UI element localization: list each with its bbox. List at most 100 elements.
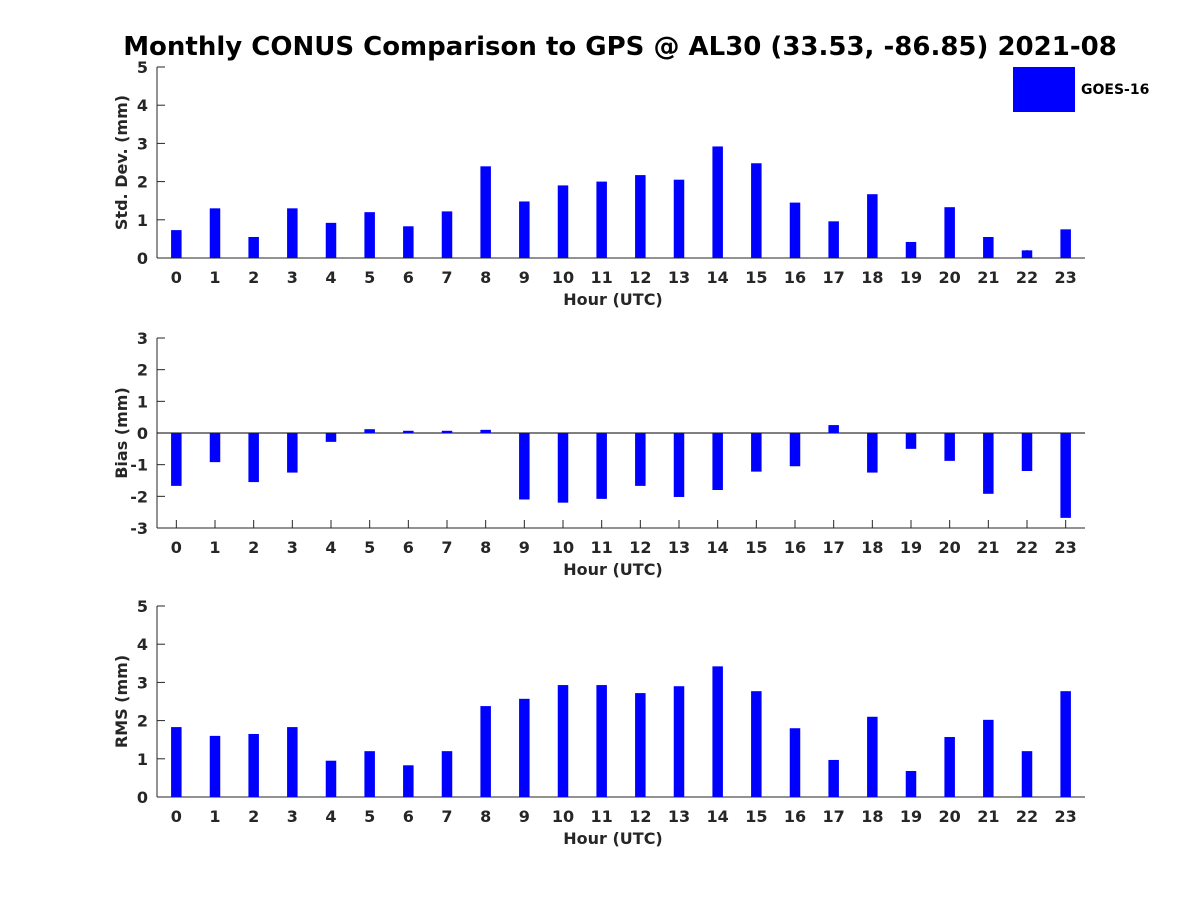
x-tick-label: 18	[861, 268, 883, 287]
y-tick-label: -2	[130, 487, 148, 506]
x-tick-label: 20	[939, 807, 961, 826]
y-axis-label: Std. Dev. (mm)	[112, 95, 131, 230]
y-tick-label: 5	[137, 58, 148, 77]
x-axis-label: Hour (UTC)	[563, 829, 663, 848]
y-tick-label: 2	[137, 712, 148, 731]
bar-hour-0	[171, 727, 182, 797]
y-tick-label: 0	[137, 249, 148, 268]
x-tick-label: 2	[248, 538, 259, 557]
x-tick-label: 11	[591, 268, 613, 287]
bar-hour-19	[905, 433, 917, 449]
x-tick-label: 19	[900, 807, 922, 826]
x-tick-label: 4	[325, 807, 336, 826]
x-tick-label: 13	[668, 538, 690, 557]
x-tick-label: 3	[287, 268, 298, 287]
y-tick-label: 1	[137, 211, 148, 230]
bar-hour-6	[403, 226, 414, 258]
bar-hour-22	[1021, 751, 1033, 797]
bar-hour-13	[673, 179, 685, 258]
bar-hour-9	[519, 201, 530, 258]
bar-hour-3	[287, 433, 298, 473]
bar-hour-17	[828, 221, 839, 258]
bar-hour-15	[751, 691, 762, 797]
bar-hour-1	[209, 433, 221, 463]
bar-hour-14	[712, 433, 723, 490]
x-tick-label: 1	[209, 538, 220, 557]
x-tick-label: 15	[745, 268, 767, 287]
bar-hour-18	[867, 433, 878, 473]
bar-hour-21	[983, 433, 994, 494]
y-tick-label: 0	[137, 788, 148, 807]
x-tick-label: 7	[441, 807, 452, 826]
x-tick-label: 17	[823, 268, 845, 287]
bar-hour-13	[673, 686, 685, 797]
bar-hour-19	[905, 771, 917, 797]
bar-hour-6	[403, 765, 414, 797]
bar-hour-14	[712, 666, 723, 797]
x-tick-label: 16	[784, 538, 806, 557]
bar-hour-23	[1060, 433, 1071, 518]
x-tick-label: 15	[745, 807, 767, 826]
bar-hour-17	[828, 425, 839, 433]
bar-hour-15	[751, 163, 762, 258]
x-tick-label: 19	[900, 538, 922, 557]
x-tick-label: 12	[629, 538, 651, 557]
x-tick-label: 20	[939, 538, 961, 557]
bar-hour-9	[519, 433, 530, 500]
y-tick-label: 2	[137, 361, 148, 380]
x-tick-label: 9	[519, 268, 530, 287]
x-tick-label: 10	[552, 807, 574, 826]
x-tick-label: 12	[629, 807, 651, 826]
legend-label: GOES-16	[1081, 82, 1149, 98]
x-tick-label: 13	[668, 807, 690, 826]
x-tick-label: 0	[171, 807, 182, 826]
y-tick-label: 4	[137, 96, 148, 115]
y-axis-label: Bias (mm)	[112, 387, 131, 479]
bar-hour-10	[557, 685, 569, 797]
x-tick-label: 17	[823, 538, 845, 557]
bar-hour-20	[944, 737, 955, 797]
bar-hour-0	[171, 230, 182, 258]
x-tick-label: 3	[287, 807, 298, 826]
x-tick-label: 16	[784, 268, 806, 287]
bar-hour-15	[751, 433, 762, 472]
x-tick-label: 23	[1055, 538, 1077, 557]
y-axis-label: RMS (mm)	[112, 655, 131, 748]
x-tick-label: 8	[480, 268, 491, 287]
x-tick-label: 4	[325, 538, 336, 557]
x-tick-label: 3	[287, 538, 298, 557]
bar-hour-6	[403, 430, 414, 433]
bar-hour-20	[944, 207, 955, 258]
x-tick-label: 4	[325, 268, 336, 287]
x-tick-label: 16	[784, 807, 806, 826]
x-tick-label: 2	[248, 268, 259, 287]
bar-hour-4	[325, 433, 337, 442]
bar-hour-5	[364, 429, 375, 433]
bar-hour-23	[1060, 691, 1071, 797]
bar-hour-12	[635, 433, 646, 486]
bar-hour-0	[171, 433, 182, 486]
y-tick-label: 1	[137, 750, 148, 769]
bar-hour-12	[635, 175, 646, 258]
bar-hour-1	[209, 208, 221, 258]
x-tick-label: 22	[1016, 807, 1038, 826]
x-tick-label: 23	[1055, 807, 1077, 826]
x-tick-label: 14	[707, 538, 729, 557]
y-tick-label: 3	[137, 673, 148, 692]
x-tick-label: 22	[1016, 538, 1038, 557]
bar-hour-21	[983, 236, 994, 258]
bar-hour-3	[287, 208, 298, 258]
bar-hour-23	[1060, 229, 1071, 258]
x-tick-label: 21	[977, 807, 999, 826]
x-tick-label: 7	[441, 538, 452, 557]
x-tick-label: 21	[977, 268, 999, 287]
x-tick-label: 23	[1055, 268, 1077, 287]
x-tick-label: 5	[364, 538, 375, 557]
x-tick-label: 5	[364, 268, 375, 287]
bar-hour-8	[480, 429, 491, 433]
x-tick-label: 20	[939, 268, 961, 287]
